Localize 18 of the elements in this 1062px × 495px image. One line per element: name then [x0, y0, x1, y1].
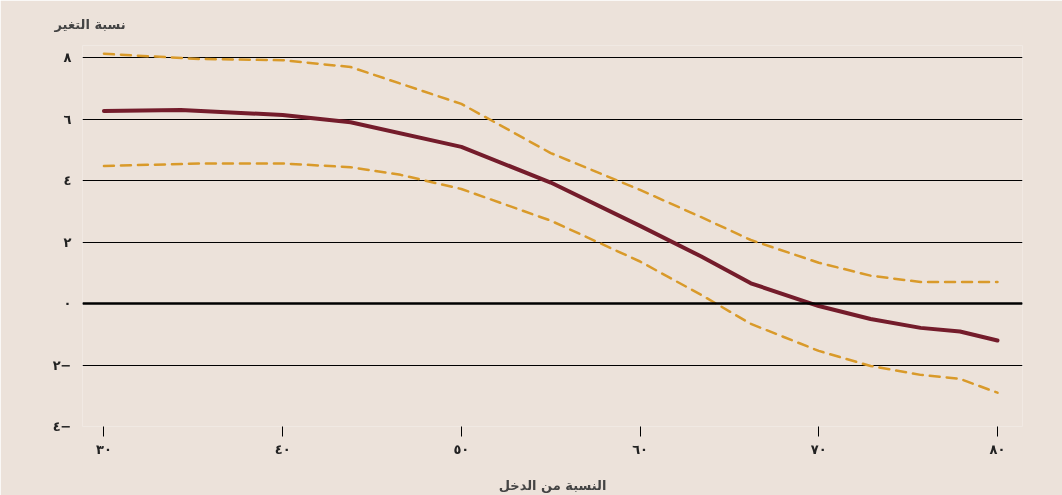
- x-tick-label: ٧٠: [810, 441, 827, 457]
- y-tick-label: ٠: [63, 296, 72, 312]
- x-tick-label: ٣٠: [96, 441, 112, 457]
- y-tick-label: ٦: [63, 111, 72, 127]
- y-tick-label: ٢−: [52, 357, 72, 373]
- y-tick-label: ٢: [63, 234, 72, 250]
- line-series: [102, 52, 999, 284]
- x-tick-label: ٨٠: [989, 441, 1006, 457]
- x-axis-title: النسبة من الدخل: [498, 477, 607, 493]
- y-axis-title: نسبة التغير: [53, 16, 126, 32]
- x-tick-label: ٦٠: [632, 441, 649, 457]
- line-series: [102, 162, 999, 394]
- line-series: [101, 108, 1000, 343]
- y-tick-label: ٤: [63, 173, 72, 189]
- y-tick-label: ٤−: [52, 419, 72, 434]
- y-tick-label: ٨: [63, 50, 72, 66]
- x-tick-label: ٤٠: [274, 441, 291, 457]
- x-tick-label: ٥٠: [453, 441, 470, 457]
